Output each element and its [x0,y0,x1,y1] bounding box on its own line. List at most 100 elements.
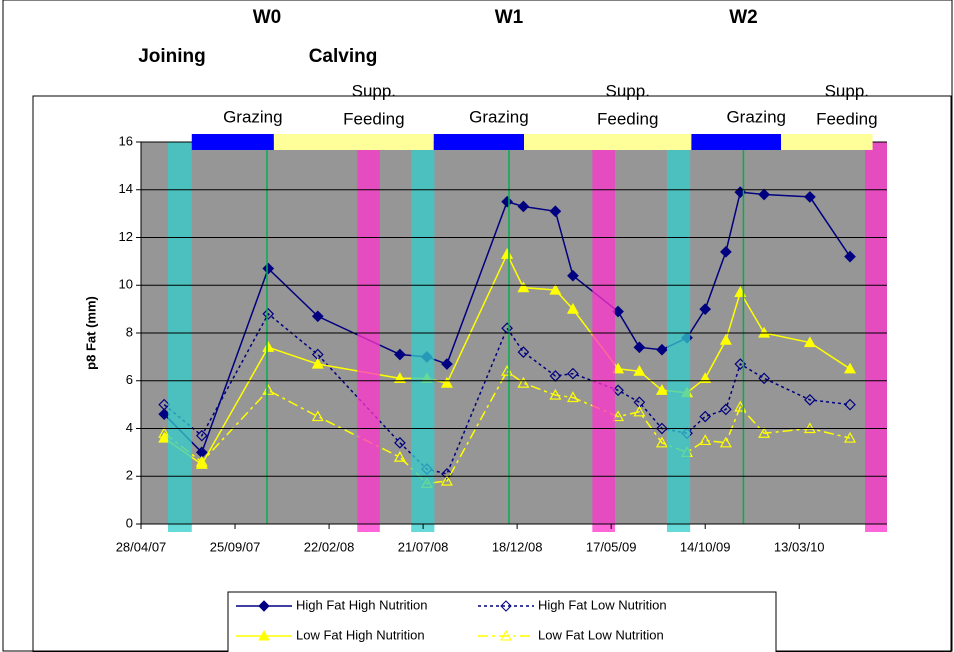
marker [158,398,171,411]
marker [699,410,712,423]
feeding-label: Feeding [597,109,658,128]
y-tick-label: 6 [126,372,133,387]
marker [843,431,857,443]
y-tick-label: 16 [119,133,133,148]
y-tick-label: 10 [119,277,133,292]
y-tick-label: 14 [119,181,133,196]
x-tick-label: 21/07/08 [398,539,449,554]
joining-band [167,142,192,532]
marker [720,245,732,258]
series-line [163,312,851,475]
marker [719,333,732,345]
joining-band [666,142,691,532]
x-tick-label: 17/05/09 [586,539,637,554]
marker [612,410,625,422]
chart-border [32,95,952,652]
feeding-bar [191,134,274,150]
marker [440,376,453,388]
marker [699,303,712,315]
marker [517,346,530,358]
marker [656,343,668,356]
joining-band [411,142,435,532]
legend-label: High Fat Low Nutrition [538,597,667,612]
marker [655,384,668,395]
marker [758,188,770,201]
marker [633,364,646,376]
legend-label: High Fat High Nutrition [296,597,428,612]
x-tick-label: 18/12/08 [492,539,543,554]
marker [441,468,453,480]
feeding-label: Supp. [352,81,396,100]
calving-band [592,142,615,532]
feeding-label: Feeding [343,109,404,128]
x-tick-label: 22/02/08 [304,539,355,554]
marker [758,372,770,385]
marker [699,434,712,446]
marker [262,262,275,275]
feeding-label: Supp. [825,81,869,100]
feeding-label: Grazing [469,107,529,126]
marker [195,429,208,442]
series-line [163,370,851,485]
marker [158,427,171,438]
feeding-label: Feeding [816,109,877,128]
x-tick-label: 25/09/07 [210,539,261,554]
calving-label: Calving [309,46,378,67]
marker [566,391,579,403]
feeding-bar [273,134,434,150]
feeding-label: Grazing [726,107,786,126]
feeding-bar [781,134,873,150]
marker [843,362,857,374]
legend-label: Low Fat Low Nutrition [538,627,664,642]
legend-marker [258,629,270,641]
marker [567,367,579,380]
calving-band [357,142,380,532]
marker [311,410,324,422]
feeding-bar [524,134,692,150]
x-tick-label: 13/03/10 [774,539,825,554]
feeding-label: Supp. [606,81,650,100]
y-tick-label: 8 [126,324,133,339]
plot-content [158,142,887,532]
legend-box [227,591,777,652]
y-axis-label: p8 Fat (mm) [83,296,98,370]
marker [440,474,453,486]
marker [517,281,530,293]
marker [567,269,579,282]
marker [549,283,562,295]
marker [758,427,771,438]
weaning-label: W1 [495,7,524,28]
marker [393,450,406,462]
legend-marker [500,629,512,641]
marker [262,308,275,320]
feeding-bar [691,134,782,150]
marker [612,362,625,374]
marker [699,372,712,383]
x-tick-label: 28/04/07 [116,539,167,554]
marker [803,336,816,348]
marker [804,394,816,406]
marker [195,455,208,467]
feeding-label: Grazing [223,107,283,126]
y-tick-label: 4 [126,420,133,435]
marker [549,205,562,218]
legend-marker [258,600,270,612]
y-tick-label: 2 [126,468,133,483]
marker [158,408,171,421]
marker [394,348,406,361]
legend-label: Low Fat High Nutrition [296,627,425,642]
marker [633,341,646,354]
x-tick-label: 14/10/09 [680,539,731,554]
marker [311,310,324,323]
legend-marker [500,600,512,612]
calving-band [865,142,887,532]
joining-label: Joining [138,46,206,67]
y-tick-label: 12 [119,229,133,244]
marker [720,403,732,416]
marker [844,250,856,263]
marker [633,405,646,417]
marker [549,388,562,400]
marker [394,436,406,449]
feeding-bar [433,134,525,150]
